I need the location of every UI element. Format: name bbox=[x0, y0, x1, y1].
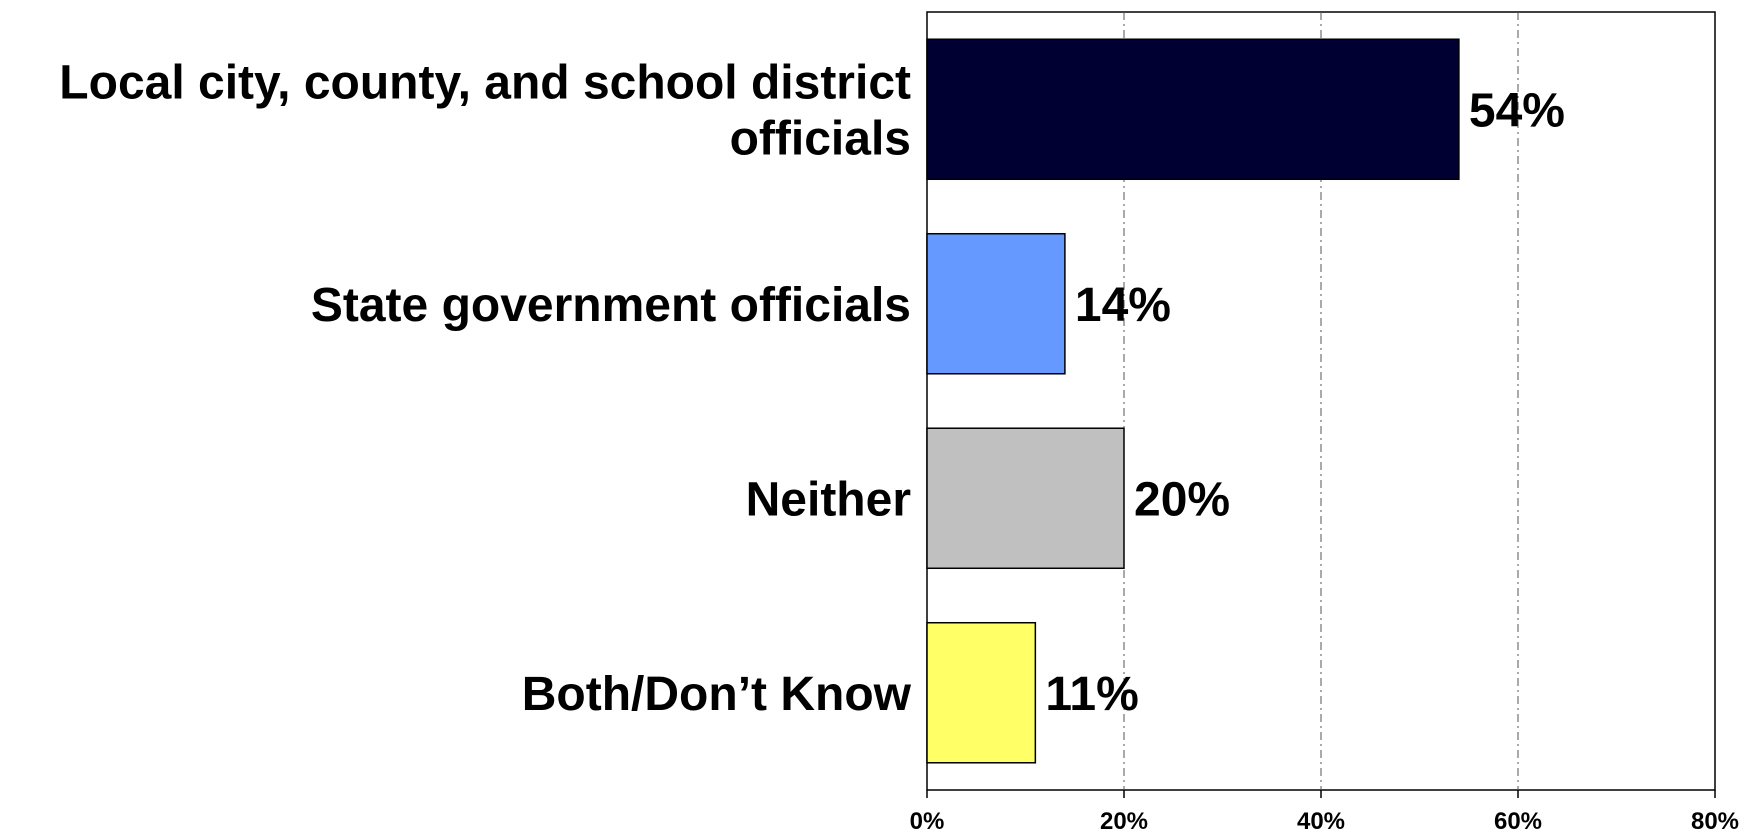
x-tick-label: 0% bbox=[910, 808, 945, 835]
category-label-line: Local city, county, and school district bbox=[59, 56, 911, 109]
bar bbox=[926, 232, 1066, 375]
bar bbox=[926, 427, 1125, 570]
category-label-line: officials bbox=[730, 112, 911, 165]
value-labels: 54% 14% 20% 11% bbox=[1045, 84, 1565, 721]
category-label: State government officials bbox=[311, 279, 911, 332]
x-tick-label: 40% bbox=[1297, 808, 1345, 835]
category-label-line: Both/Don’t Know bbox=[522, 668, 912, 721]
category-label-line: State government officials bbox=[311, 279, 911, 332]
category-labels: Local city, county, and school district o… bbox=[59, 56, 911, 721]
category-label-line: Neither bbox=[746, 473, 911, 526]
x-axis: 0% 20% 40% 60% 80% bbox=[910, 790, 1739, 835]
category-label: Local city, county, and school district o… bbox=[59, 56, 911, 165]
bars bbox=[926, 38, 1460, 764]
data-label: 11% bbox=[1045, 668, 1138, 721]
category-label: Neither bbox=[746, 473, 911, 526]
data-label: 14% bbox=[1075, 279, 1171, 332]
x-tick-label: 60% bbox=[1494, 808, 1542, 835]
category-label: Both/Don’t Know bbox=[522, 668, 912, 721]
x-tick-label: 20% bbox=[1100, 808, 1148, 835]
x-tick-label: 80% bbox=[1691, 808, 1739, 835]
bar bbox=[926, 621, 1037, 764]
data-label: 20% bbox=[1134, 473, 1230, 526]
data-label: 54% bbox=[1469, 84, 1565, 137]
bar bbox=[926, 38, 1460, 181]
